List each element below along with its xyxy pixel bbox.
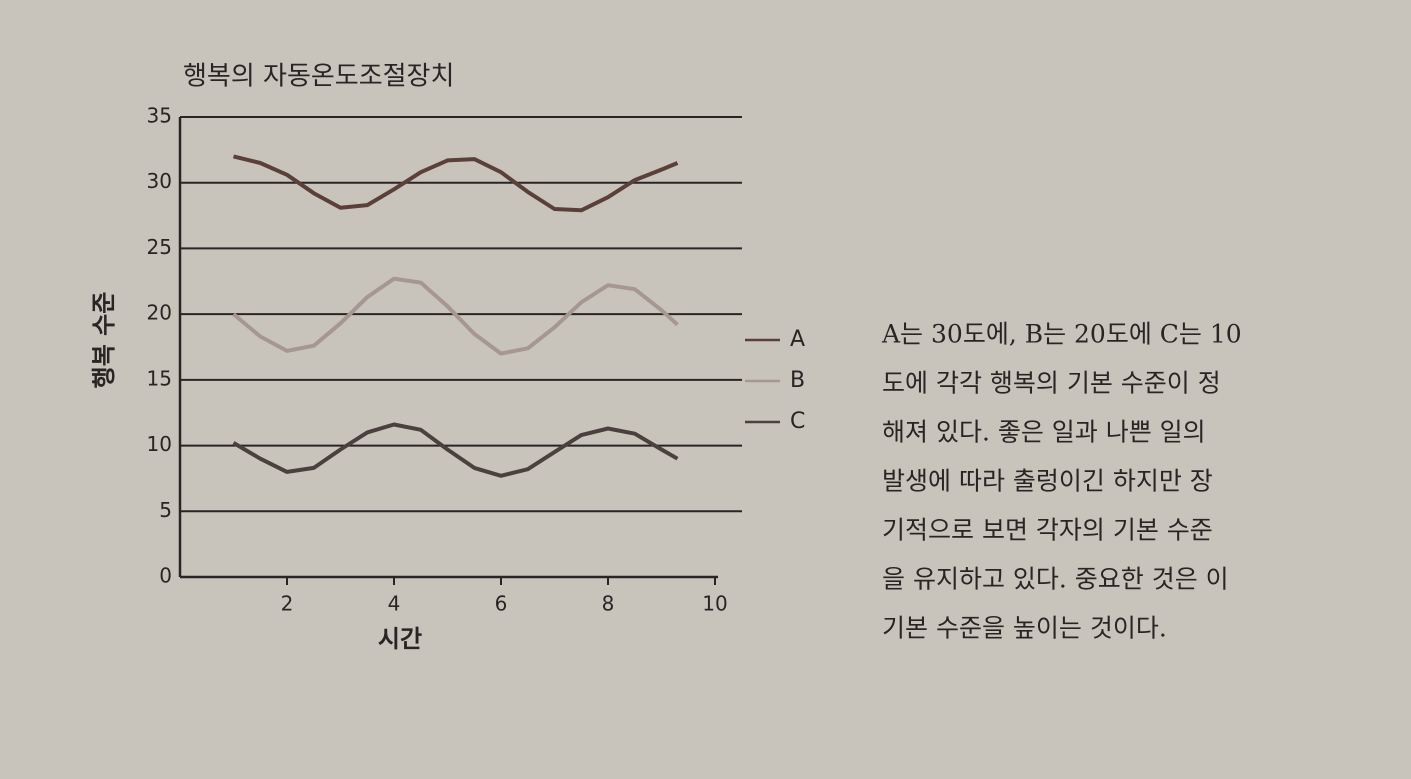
caption-line: 기본 수준을 높이는 것이다. xyxy=(882,614,1167,643)
caption-line: 을 유지하고 있다. 중요한 것은 이 xyxy=(882,565,1229,594)
y-axis-label: 행복 수준 xyxy=(90,292,118,389)
y-tick-label: 25 xyxy=(147,235,172,259)
y-tick-label: 30 xyxy=(147,169,172,193)
caption-line: 발생에 따라 출렁이긴 하지만 장 xyxy=(882,467,1213,496)
legend-label: C xyxy=(790,409,805,434)
caption-line: A는 30도에, B는 20도에 C는 10 xyxy=(881,320,1242,349)
x-tick-label: 4 xyxy=(388,592,401,616)
legend-label: B xyxy=(790,368,805,393)
caption-line: 도에 각각 행복의 기본 수준이 정 xyxy=(882,369,1221,398)
y-tick-label: 20 xyxy=(147,301,172,325)
x-tick-label: 6 xyxy=(495,592,508,616)
legend-label: A xyxy=(790,327,805,352)
x-axis-label: 시간 xyxy=(378,625,422,653)
y-tick-label: 35 xyxy=(147,104,172,128)
y-tick-label: 5 xyxy=(159,498,172,522)
caption-line: 해져 있다. 좋은 일과 나쁜 일의 xyxy=(882,418,1206,447)
x-tick-label: 2 xyxy=(281,592,294,616)
y-tick-label: 10 xyxy=(147,432,172,456)
series-line xyxy=(233,154,679,213)
y-tick-label: 0 xyxy=(159,564,172,588)
series-line xyxy=(232,276,679,356)
series-line xyxy=(232,422,679,478)
chart-title: 행복의 자동온도조절장치 xyxy=(183,62,454,92)
x-tick-label: 10 xyxy=(702,592,727,616)
x-tick-label: 8 xyxy=(602,592,615,616)
caption-line: 기적으로 보면 각자의 기본 수준 xyxy=(882,516,1213,545)
y-tick-label: 15 xyxy=(147,366,172,390)
